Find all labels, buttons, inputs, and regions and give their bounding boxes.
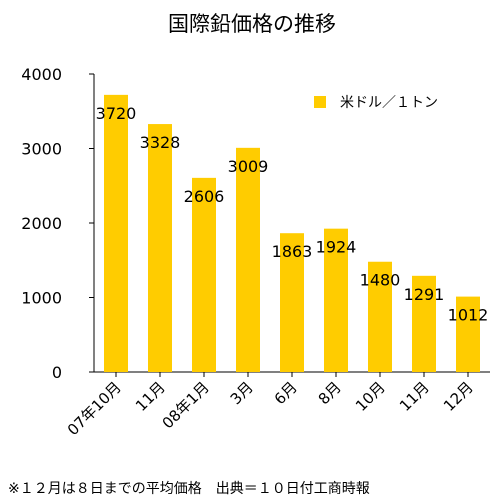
bar [148,124,172,373]
x-tick-label: 11月 [132,378,169,415]
y-tick-label: 4000 [21,65,62,84]
bar [236,147,260,372]
x-tick-label: 11月 [396,378,433,415]
y-tick-label: 0 [52,363,62,382]
bar [412,275,436,372]
bar [192,177,216,372]
x-tick-label: 07年10月 [64,378,125,439]
data-label: 3720 [96,104,137,123]
data-label: 3009 [228,157,269,176]
data-label: 2606 [184,187,225,206]
y-tick-label: 1000 [21,289,62,308]
x-tick-label: 10月 [352,378,389,415]
bar [104,94,128,373]
data-label: 1480 [360,271,401,290]
data-label: 3328 [140,133,181,152]
x-tick-label: 6月 [271,378,301,408]
data-label: 1012 [448,306,489,325]
x-tick-label: 8月 [315,378,345,408]
data-label: 1291 [404,285,445,304]
y-tick-label: 3000 [21,140,62,159]
bar [456,296,480,372]
bar [368,261,392,372]
chart-title: 国際鉛価格の推移 [168,12,336,36]
y-tick-label: 2000 [21,214,62,233]
bar [280,233,304,372]
x-tick-label: 3月 [227,378,257,408]
data-label: 1863 [272,242,313,261]
legend-swatch [314,96,326,108]
x-tick-label: 12月 [440,378,477,415]
data-label: 1924 [316,238,357,257]
footnote: ※１２月は８日までの平均価格 出典＝１０日付工商時報 [8,481,370,497]
legend-label: 米ドル／１トン [340,95,438,111]
legend: 米ドル／１トン [314,92,438,112]
bar [324,228,348,372]
x-tick-label: 08年1月 [159,378,213,432]
